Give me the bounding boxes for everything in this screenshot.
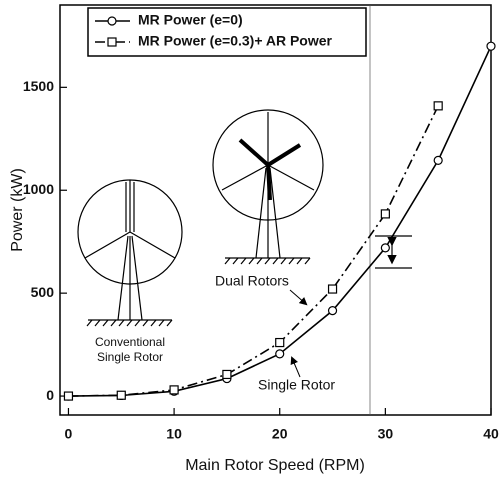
marker: [276, 339, 284, 347]
arrow-gap: [375, 236, 412, 268]
annotation-arrow: [292, 358, 300, 377]
marker: [117, 391, 125, 399]
legend-label: MR Power (e=0.3)+ AR Power: [138, 33, 333, 49]
marker: [434, 156, 442, 164]
y-tick-label: 1500: [23, 78, 54, 94]
marker: [381, 244, 389, 252]
annotation: Single Rotor: [97, 350, 163, 364]
marker: [381, 210, 389, 218]
marker: [276, 350, 284, 358]
legend-label: MR Power (e=0): [138, 12, 243, 28]
x-tick-label: 20: [272, 426, 288, 442]
dual-rotor-drawing: [213, 110, 323, 264]
annotation: Conventional: [95, 335, 165, 349]
annotation: Dual Rotors: [215, 273, 289, 289]
marker: [329, 285, 337, 293]
marker: [108, 17, 116, 25]
marker: [108, 38, 116, 46]
marker: [487, 42, 495, 50]
marker: [170, 386, 178, 394]
x-tick-label: 30: [378, 426, 394, 442]
single-rotor-drawing: [78, 180, 182, 326]
chart: Dual Rotors Single Rotor Conventional Si…: [0, 0, 500, 479]
y-tick-label: 0: [46, 387, 54, 403]
marker: [223, 370, 231, 378]
x-tick-label: 40: [483, 426, 499, 442]
marker: [64, 392, 72, 400]
marker: [329, 307, 337, 315]
annotation-arrow: [290, 290, 306, 304]
y-tick-label: 1000: [23, 181, 54, 197]
marker: [434, 102, 442, 110]
x-tick-label: 0: [65, 426, 73, 442]
x-axis-label: Main Rotor Speed (RPM): [185, 457, 365, 474]
y-tick-label: 500: [31, 284, 55, 300]
x-tick-label: 10: [166, 426, 182, 442]
annotation: Single Rotor: [258, 377, 335, 393]
